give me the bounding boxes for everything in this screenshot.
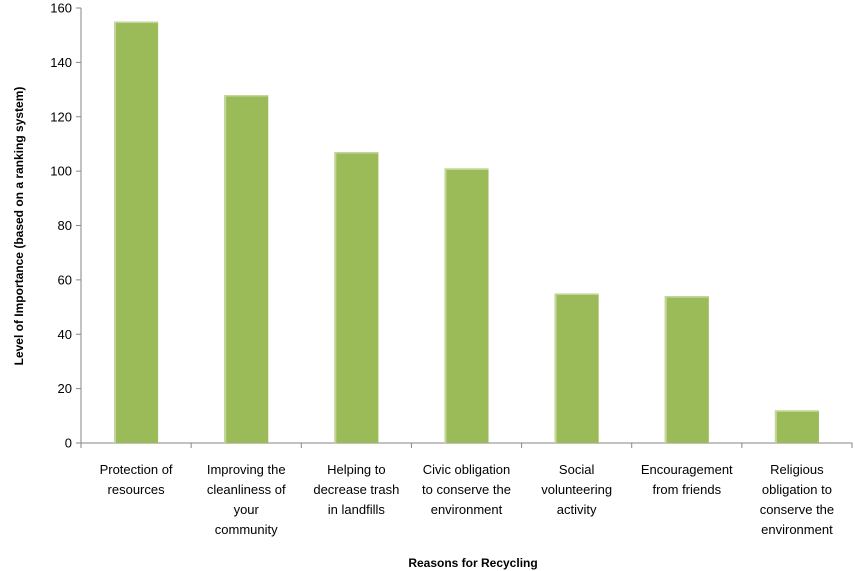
x-category-label-line: resources: [108, 482, 166, 497]
x-category-label-line: environment: [761, 522, 833, 537]
bar-body: [664, 296, 709, 443]
y-tick-label: 80: [58, 218, 72, 233]
bar-top-edge: [554, 293, 599, 295]
x-category-label-line: Encouragement: [641, 462, 733, 477]
bar-top-edge: [224, 95, 269, 97]
bar: [114, 21, 159, 443]
y-tick-label: 20: [58, 381, 72, 396]
bar-body: [554, 293, 599, 443]
x-category-label-line: Protection of: [100, 462, 173, 477]
y-tick-label: 60: [58, 272, 72, 287]
bar-highlight: [664, 296, 667, 443]
bar-highlight: [444, 168, 447, 443]
x-category-label-line: from friends: [652, 482, 721, 497]
x-category-label: Social volunteering activity: [541, 462, 612, 517]
x-category-label-line: environment: [431, 502, 503, 517]
bar: [774, 410, 819, 443]
x-category-label-line: decrease trash: [313, 482, 399, 497]
bar: [664, 296, 709, 443]
x-axis-title: Reasons for Recycling: [408, 556, 537, 570]
bar-highlight: [114, 21, 117, 443]
bar-highlight: [774, 410, 777, 443]
bar-top-edge: [114, 21, 159, 24]
x-category-label-line: Helping to: [327, 462, 386, 477]
bar-top-edge: [334, 152, 379, 154]
bar-top-edge: [444, 168, 489, 170]
x-category-label: Protection of resources: [100, 462, 173, 497]
bar: [444, 168, 489, 443]
x-category-label-line: community: [215, 522, 278, 537]
x-axis: [80, 442, 853, 448]
y-tick-label: 140: [50, 55, 72, 70]
bar-highlight: [334, 152, 337, 443]
y-tick-label: 0: [65, 436, 72, 451]
x-category-label: Improving the cleanliness of your community: [207, 462, 286, 537]
x-category-label-line: obligation to: [762, 482, 832, 497]
bar-body: [114, 21, 159, 443]
x-category-label: Religious obligation to conserve the enviro…: [760, 462, 834, 537]
bars: [114, 21, 819, 443]
x-category-label-line: volunteering: [541, 482, 612, 497]
bar-body: [224, 95, 269, 443]
y-tick-label: 120: [50, 109, 72, 124]
bar: [224, 95, 269, 443]
bar-body: [774, 410, 819, 443]
bar-top-edge: [664, 296, 709, 298]
y-tick-label: 100: [50, 164, 72, 179]
x-category-label-line: Improving the: [207, 462, 286, 477]
x-category-label-line: cleanliness of: [207, 482, 286, 497]
x-category-label-line: Civic obligation: [423, 462, 510, 477]
x-category-label: Helping to decrease trash in landfills: [313, 462, 399, 517]
y-tick-label: 40: [58, 327, 72, 342]
x-category-label-line: conserve the: [760, 502, 834, 517]
x-category-label-line: in landfills: [328, 502, 386, 517]
bar-body: [334, 152, 379, 443]
bar-top-edge: [774, 410, 819, 412]
x-category-label: Civic obligation to conserve the environme…: [422, 462, 511, 517]
x-category-label-line: your: [234, 502, 260, 517]
y-axis-title: Level of Importance (based on a ranking …: [12, 87, 26, 366]
category-labels: Protection of resources Improving the clean…: [100, 462, 835, 537]
x-category-label-line: Religious: [770, 462, 824, 477]
x-category-label-line: activity: [557, 502, 597, 517]
bar-highlight: [224, 95, 227, 443]
x-category-label-line: to conserve the: [422, 482, 511, 497]
bar-highlight: [554, 293, 557, 443]
y-tick-label: 160: [50, 1, 72, 16]
bar: [334, 152, 379, 443]
x-category-label: Encouragement from friends: [641, 462, 733, 497]
bar: [554, 293, 599, 443]
x-category-label-line: Social: [559, 462, 595, 477]
bar-body: [444, 168, 489, 443]
y-axis: 0 20 40 60 80 100 120 140 160: [50, 1, 82, 451]
